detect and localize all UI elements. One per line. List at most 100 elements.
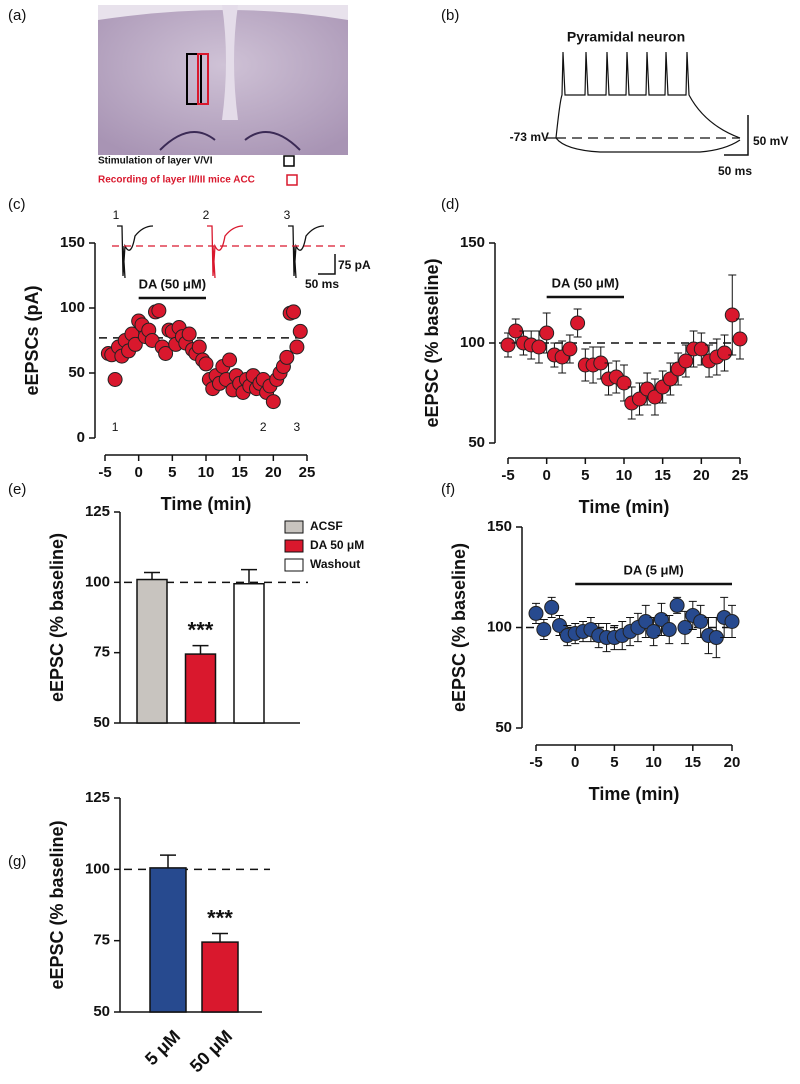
legend-label: DA 50 μM — [310, 538, 364, 552]
time-marker: 3 — [294, 420, 301, 434]
trace-label: 3 — [284, 208, 291, 222]
data-point — [181, 326, 197, 342]
x-tick-label: 25 — [299, 464, 316, 481]
data-point — [292, 323, 308, 339]
data-point — [616, 375, 632, 391]
data-point — [647, 389, 663, 405]
data-point — [717, 345, 733, 361]
y-tick-label: 50 — [93, 1003, 110, 1020]
legend-swatch — [284, 539, 304, 553]
data-point — [528, 605, 544, 621]
x-tick-label: 20 — [265, 464, 282, 481]
potential-label: -73 mV — [510, 130, 549, 144]
y-tick-label: 100 — [460, 334, 485, 351]
x-axis-title: Time (min) — [579, 497, 670, 517]
x-tick-label: 5 — [168, 464, 176, 481]
x-tick-label: 10 — [616, 467, 633, 484]
y-tick-label: 100 — [85, 860, 110, 877]
data-point — [724, 307, 740, 323]
x-axis-title: Time (min) — [589, 784, 680, 804]
x-axis-title: Time (min) — [161, 494, 252, 514]
data-point — [151, 303, 167, 319]
scale-bar — [318, 254, 336, 275]
data-point — [562, 341, 578, 357]
legend-label: Washout — [310, 557, 360, 571]
x-tick-label: 0 — [542, 467, 550, 484]
drug-label: DA (50 μM) — [139, 276, 206, 291]
x-tick-label: 0 — [571, 754, 579, 771]
scale-label: 50 ms — [718, 164, 752, 178]
bar — [136, 578, 168, 724]
data-point — [107, 372, 123, 387]
data-point — [158, 346, 174, 361]
time-marker: 1 — [112, 420, 119, 434]
error-bar — [160, 854, 176, 868]
x-tick-label: 10 — [645, 754, 662, 771]
data-point — [286, 304, 302, 320]
bar — [201, 941, 239, 1013]
data-point — [669, 597, 685, 613]
inset-trace — [207, 225, 244, 279]
y-tick-label: 75 — [93, 932, 110, 949]
y-tick-label: 0 — [77, 429, 85, 446]
panel-label: (d) — [441, 196, 459, 213]
drug-label: DA (5 μM) — [623, 562, 683, 577]
x-tick-label: 10 — [198, 464, 215, 481]
data-point — [222, 352, 238, 368]
data-point — [279, 349, 295, 365]
data-point — [539, 325, 555, 341]
data-point — [677, 620, 693, 635]
panel-label: (b) — [441, 7, 459, 24]
y-tick-label: 100 — [60, 299, 85, 316]
x-tick-label: 5 — [610, 754, 618, 771]
legend-swatch — [284, 520, 304, 534]
x-tick-label: 15 — [231, 464, 248, 481]
data-point — [289, 339, 305, 355]
legend-text: Recording of layer II/III mice ACC — [98, 175, 255, 186]
y-axis-title: eEPSC (% baseline) — [422, 258, 442, 427]
data-point — [265, 394, 281, 410]
data-point — [638, 613, 654, 629]
data-point — [536, 622, 552, 638]
y-tick-label: 125 — [85, 503, 110, 520]
y-axis-title: eEPSCs (pA) — [22, 285, 42, 395]
panel-label: (a) — [8, 7, 26, 24]
scale-label: 50 mV — [753, 134, 788, 148]
legend-box — [286, 174, 298, 186]
voltage-trace — [546, 51, 749, 156]
significance: *** — [188, 617, 214, 642]
y-tick-label: 75 — [93, 644, 110, 661]
data-point — [531, 339, 547, 355]
inset-trace — [288, 225, 325, 279]
data-point — [198, 356, 214, 372]
panel-label: (e) — [8, 481, 26, 498]
data-point — [732, 331, 748, 347]
y-tick-label: 50 — [468, 434, 485, 451]
data-point — [662, 371, 678, 387]
x-tick-label: 50 μM — [186, 1026, 236, 1076]
scale-label: 75 pA — [338, 258, 371, 272]
y-tick-label: 150 — [460, 234, 485, 251]
x-tick-label: 20 — [693, 467, 710, 484]
data-point — [631, 391, 647, 407]
time-marker: 2 — [260, 420, 267, 434]
x-tick-label: 20 — [724, 754, 741, 771]
data-point — [570, 315, 586, 331]
legend-label: ACSF — [310, 519, 343, 533]
x-tick-label: -5 — [529, 754, 542, 771]
y-tick-label: 100 — [85, 573, 110, 590]
x-tick-label: 15 — [684, 754, 701, 771]
data-point — [500, 337, 516, 353]
data-point — [661, 622, 677, 638]
data-point — [653, 611, 669, 627]
panel-label: (f) — [441, 481, 455, 498]
legend-swatch — [284, 558, 304, 572]
error-bar — [192, 644, 209, 655]
panel-label: (c) — [8, 196, 26, 213]
error-bar — [144, 571, 160, 580]
y-tick-label: 150 — [487, 518, 512, 535]
error-bar — [241, 568, 257, 584]
y-axis-title: eEPSC (% baseline) — [47, 533, 67, 702]
x-tick-label: -5 — [501, 467, 514, 484]
